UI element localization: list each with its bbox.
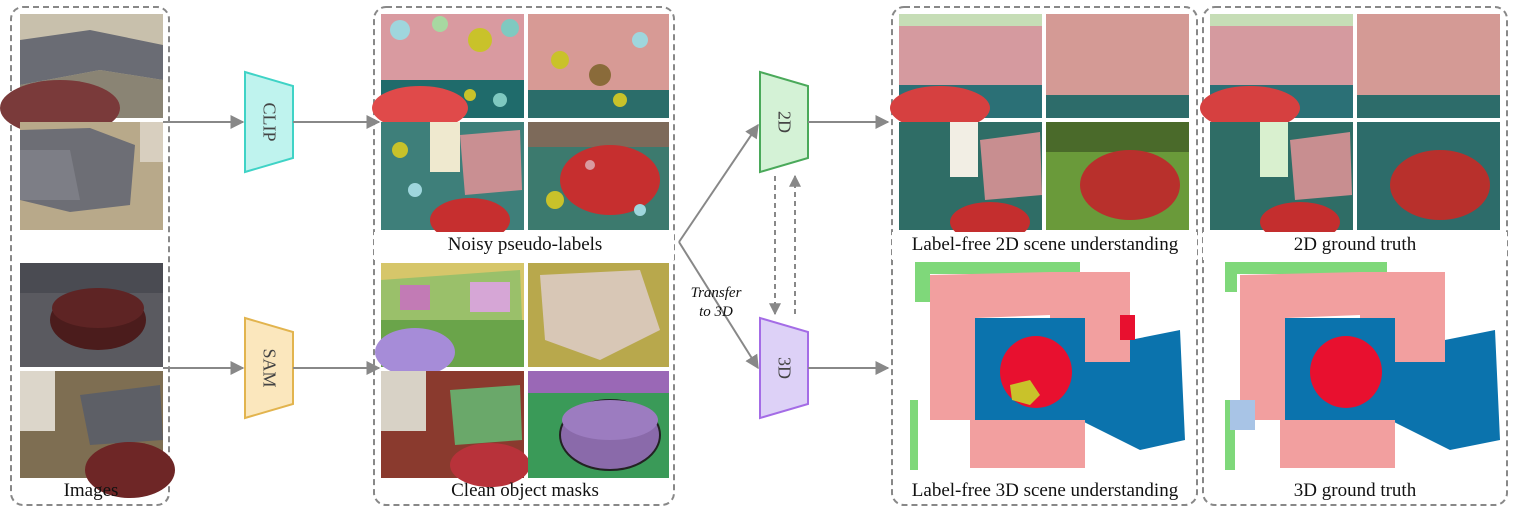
masks-to-2d-arrow	[678, 123, 759, 243]
transfer-line-1: Transfer	[690, 285, 742, 301]
3d-label: 3D	[774, 357, 795, 379]
pred2d-caption: Label-free 2D scene understanding	[911, 234, 1179, 255]
gt2d-image-1	[1200, 14, 1353, 130]
clean-mask-4	[528, 371, 669, 478]
gt3d-caption: 3D ground truth	[1293, 480, 1417, 501]
pred3d-caption: Label-free 3D scene understanding	[911, 480, 1179, 501]
2d-model	[759, 70, 809, 174]
input-image-2	[20, 122, 163, 230]
images-caption: Images	[63, 480, 119, 501]
noisy-mask-3	[381, 122, 524, 242]
pred2d-image-2	[1046, 14, 1189, 118]
sam-encoder	[244, 316, 294, 420]
gt2d-caption: 2D ground truth	[1293, 234, 1417, 255]
transfer-annotation: Transfer to 3D	[691, 284, 742, 322]
input-image-3	[20, 263, 163, 367]
input-image-4	[20, 371, 175, 498]
prediction-panel-border	[891, 6, 1198, 506]
gt2d-image-4	[1357, 122, 1500, 230]
clean-mask-3	[381, 371, 530, 487]
3d-model	[759, 316, 809, 420]
gt2d-image-3	[1210, 122, 1353, 242]
clip-label: CLIP	[259, 102, 280, 142]
noisy-mask-4	[528, 122, 669, 230]
gt3d-pointcloud	[1225, 262, 1500, 470]
clean-mask-2	[528, 263, 669, 367]
noisy-mask-2	[528, 14, 669, 118]
2d-label: 2D	[774, 111, 795, 133]
clean-mask-1	[375, 263, 524, 376]
images-panel-border	[10, 6, 170, 506]
sam-label: SAM	[259, 348, 280, 388]
pred2d-image-1	[890, 14, 1042, 130]
pred2d-image-3	[899, 122, 1042, 242]
transfer-line-2: to 3D	[699, 304, 733, 320]
clean-caption: Clean object masks	[451, 480, 599, 501]
masks-to-3d-arrow	[678, 241, 759, 370]
noisy-caption: Noisy pseudo-labels	[447, 234, 603, 255]
pred2d-image-4	[1046, 122, 1189, 230]
pred3d-pointcloud	[910, 262, 1185, 470]
clip-encoder	[244, 70, 294, 174]
input-image-1	[0, 14, 163, 136]
gt2d-image-2	[1357, 14, 1500, 118]
noisy-mask-1	[372, 14, 524, 130]
